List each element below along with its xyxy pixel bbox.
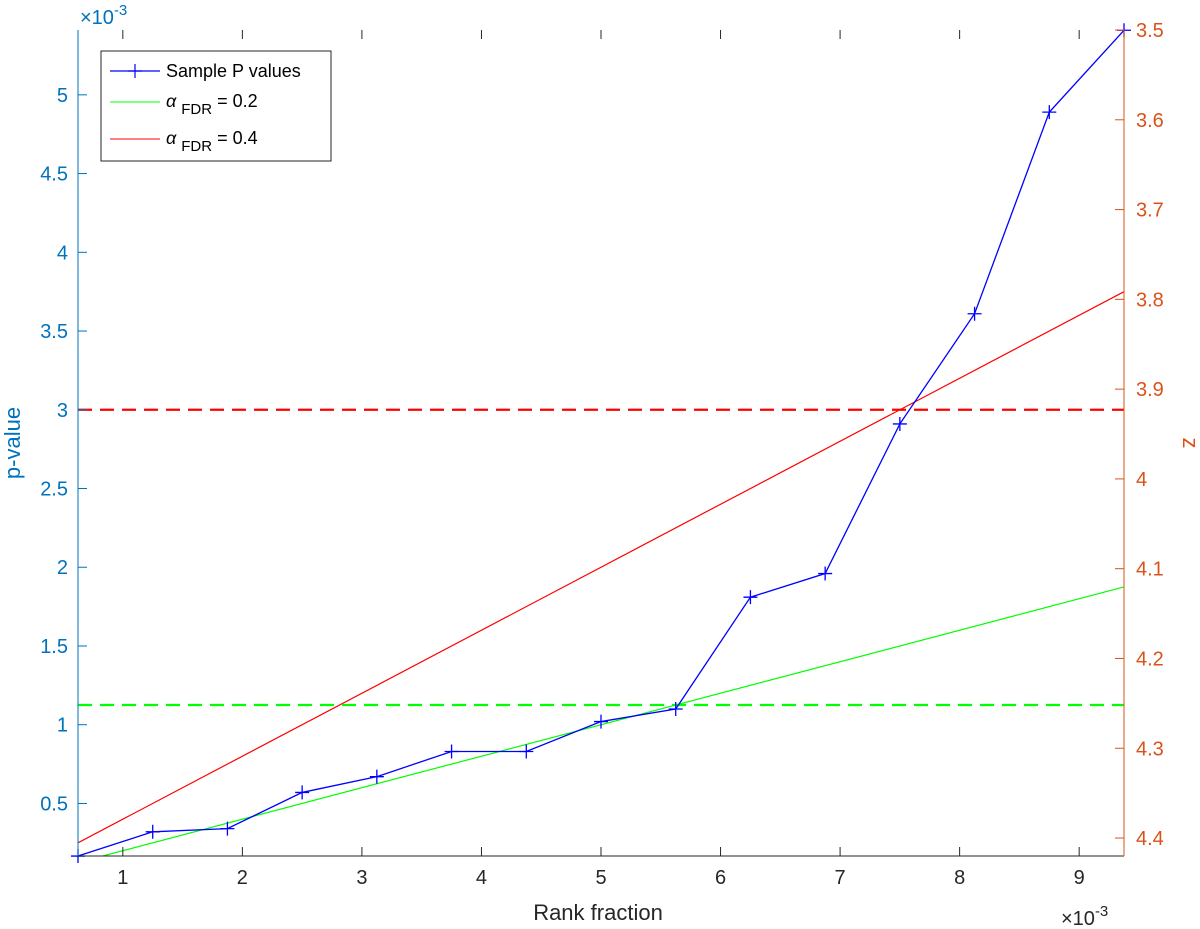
sample-point <box>145 824 160 839</box>
sample-point <box>519 744 534 759</box>
y-left-tick-label: 0.5 <box>40 793 68 815</box>
y-right-tick-label: 4.3 <box>1136 738 1164 760</box>
sample-point <box>295 785 310 800</box>
x-tick-label: 7 <box>835 867 846 889</box>
x-axis-label: Rank fraction <box>533 900 663 925</box>
y-left-axis-label: p-value <box>0 407 25 479</box>
y-right-axis-label: z <box>1178 438 1200 449</box>
y-left-ticks: 0.5 1 1.5 2 2.5 3 3.5 4 4.5 5 <box>40 85 87 815</box>
x-tick-label: 5 <box>595 867 606 889</box>
y-left-tick-label: 4 <box>57 242 68 264</box>
x-tick-label: 6 <box>715 867 726 889</box>
x-tick-label: 2 <box>237 867 248 889</box>
x-tick-label: 4 <box>476 867 487 889</box>
sample-point <box>892 416 907 431</box>
y-exponent-label: ×10-3 <box>80 2 127 29</box>
y-left-tick-label: 4.5 <box>40 164 68 186</box>
y-exponent-power: -3 <box>114 2 127 19</box>
x-exponent-label: ×10-3 <box>1061 903 1108 929</box>
y-right-tick-label: 3.8 <box>1136 289 1164 311</box>
legend-alpha-fdr-04: α <box>166 128 177 148</box>
y-left-tick-label: 1 <box>57 715 68 737</box>
y-left-tick-label: 5 <box>57 85 68 107</box>
y-right-tick-label: 4.4 <box>1136 828 1164 850</box>
fdr-04-line <box>78 291 1124 844</box>
legend-entry-fdr-04: α FDR = 0.4 <box>110 128 258 155</box>
sample-point <box>967 306 982 321</box>
legend-suffix-fdr-04: = 0.4 <box>212 128 258 148</box>
sample-point <box>369 769 384 784</box>
x-exponent-base: ×10 <box>1061 908 1095 929</box>
x-tick-label: 1 <box>117 867 128 889</box>
sample-point <box>444 744 459 759</box>
legend-label-fdr-04: α FDR = 0.4 <box>166 128 258 155</box>
threshold-lines <box>78 408 1124 707</box>
legend-box <box>100 50 332 162</box>
legend-entry-sample: Sample P values <box>110 61 301 81</box>
y-right-tick-label: 3.6 <box>1136 110 1164 132</box>
legend-alpha-fdr-02: α <box>166 91 177 111</box>
y-right-tick-label: 3.7 <box>1136 200 1164 222</box>
sample-point <box>220 821 235 836</box>
sample-point <box>743 590 758 605</box>
legend-entry-fdr-02: α FDR = 0.2 <box>110 91 258 118</box>
sample-point <box>594 714 608 729</box>
legend-suffix-fdr-02: = 0.2 <box>212 91 258 111</box>
y-right-tick-label: 4.2 <box>1136 648 1164 670</box>
y-right-tick-label: 3.9 <box>1136 379 1164 401</box>
y-right-tick-label: 4.1 <box>1136 559 1164 581</box>
sample-point <box>668 701 683 716</box>
y-exponent-base: ×10 <box>80 7 114 29</box>
x-tick-label: 8 <box>954 867 965 889</box>
y-left-tick-label: 3 <box>57 400 68 422</box>
y-left-tick-label: 2 <box>57 557 68 579</box>
x-tick-label: 3 <box>356 867 367 889</box>
x-ticks: 1 2 3 4 5 6 7 8 9 <box>117 30 1085 889</box>
y-right-ticks: 3.5 3.6 3.7 3.8 3.9 4 4.1 4.2 4.3 4.4 <box>1115 20 1164 850</box>
legend-label-fdr-02: α FDR = 0.2 <box>166 91 258 118</box>
sample-point <box>1042 105 1057 120</box>
legend-subscript-fdr-02: FDR <box>181 101 212 118</box>
legend-label-sample: Sample P values <box>166 61 301 81</box>
y-right-tick-label: 3.5 <box>1136 20 1164 42</box>
legend: Sample P values α FDR = 0.2 α FDR = 0.4 <box>100 50 332 162</box>
legend-subscript-fdr-04: FDR <box>181 138 212 155</box>
y-left-tick-label: 1.5 <box>40 636 68 658</box>
x-exponent-power: -3 <box>1095 903 1108 920</box>
x-tick-label: 9 <box>1074 867 1085 889</box>
y-right-tick-label: 4 <box>1136 469 1147 491</box>
sample-point <box>818 566 833 581</box>
y-left-tick-label: 2.5 <box>40 479 68 501</box>
legend-marker-sample <box>128 64 142 78</box>
y-left-tick-label: 3.5 <box>40 321 68 343</box>
